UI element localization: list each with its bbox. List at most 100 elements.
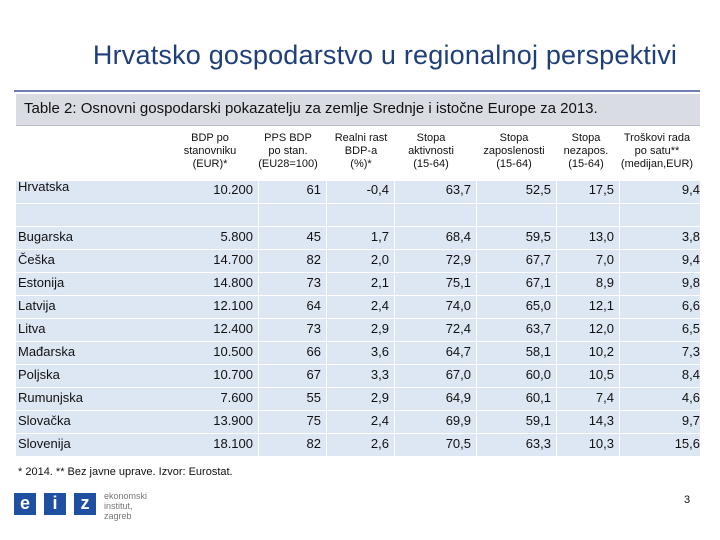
- table-cell: 10,5: [588, 367, 614, 382]
- table-cell: 4,6: [681, 390, 700, 405]
- table-cell: 55: [306, 390, 321, 405]
- column-divider: [394, 181, 395, 456]
- row-band: [16, 342, 700, 364]
- table-cell: 7,4: [595, 390, 614, 405]
- logo-text-line: zagreb: [104, 511, 132, 521]
- column-divider: [619, 181, 620, 456]
- country-name: Bugarska: [18, 229, 73, 244]
- column-header-line: (15-64): [568, 158, 604, 170]
- table-cell: 64,9: [445, 390, 471, 405]
- table-cell: 13,0: [588, 229, 614, 244]
- column-header: Stopa aktivnosti (15-64): [386, 132, 476, 171]
- table-cell: 61: [306, 182, 321, 197]
- table-cell: 52,5: [525, 182, 551, 197]
- table-cell: 65,0: [525, 298, 551, 313]
- table-cell: 75: [306, 413, 321, 428]
- row-band: [16, 388, 700, 410]
- table-cell: 17,5: [588, 182, 614, 197]
- table-cell: 10.200: [213, 182, 253, 197]
- table-cell: 18.100: [213, 436, 253, 451]
- table-cell: 64: [306, 298, 321, 313]
- table-cell: 63,3: [525, 436, 551, 451]
- row-band: [16, 319, 700, 341]
- table-cell: 1,7: [370, 229, 389, 244]
- column-header-line: po satu**: [634, 145, 680, 157]
- table-cell: 12.400: [213, 321, 253, 336]
- table-cell: 9,4: [681, 182, 700, 197]
- column-header-line: (15-64): [413, 158, 449, 170]
- table-cell: 60,1: [525, 390, 551, 405]
- table-row: Latvija 12.100 64 2,4 74,0 65,0 12,1 6,6: [0, 295, 720, 317]
- column-header-line: (%)*: [350, 158, 372, 170]
- column-header-line: BDP po: [191, 132, 229, 144]
- row-band: [16, 296, 700, 318]
- table-cell: 8,9: [595, 275, 614, 290]
- table-row: Bugarska 5.800 45 1,7 68,4 59,5 13,0 3,8: [0, 226, 720, 248]
- column-header: Troškovi rada po satu** (medijan,EUR): [612, 132, 702, 171]
- table-cell: 10,3: [588, 436, 614, 451]
- table-cell: 7,0: [595, 252, 614, 267]
- table-cell: 72,4: [445, 321, 471, 336]
- table-row: Slovenija 18.100 82 2,6 70,5 63,3 10,3 15,6: [0, 433, 720, 455]
- logo-text-line: ekonomski: [104, 491, 148, 501]
- table-cell: 8,4: [681, 367, 700, 382]
- table-cell: 69,9: [445, 413, 471, 428]
- table-cell: 67,7: [525, 252, 551, 267]
- country-name: Rumunjska: [18, 390, 84, 405]
- table-row: Mađarska 10.500 66 3,6 64,7 58,1 10,2 7,3: [0, 341, 720, 363]
- table-cell: 7.600: [220, 390, 253, 405]
- table-cell: 2,9: [370, 390, 389, 405]
- table-cell: 13.900: [213, 413, 253, 428]
- column-header: Stopa nezapos. (15-64): [541, 132, 631, 171]
- row-band: [16, 434, 700, 456]
- country-name: Poljska: [18, 367, 60, 382]
- country-name: Litva: [18, 321, 46, 336]
- table-row: Hrvatska 10.200 61 -0,4 63,7 52,5 17,5 9,4: [0, 179, 720, 201]
- column-divider: [476, 181, 477, 456]
- table-cell: -0,4: [366, 182, 389, 197]
- title-divider: [14, 90, 700, 92]
- table-cell: 2,0: [370, 252, 389, 267]
- column-header: PPS BDP po stan. (EU28=100): [243, 132, 333, 171]
- country-name: Latvija: [18, 298, 56, 313]
- table-cell: 3,6: [370, 344, 389, 359]
- table-cell: 10.500: [213, 344, 253, 359]
- table-cell: 64,7: [445, 344, 471, 359]
- country-name: Češka: [18, 252, 55, 267]
- table-cell: 82: [306, 436, 321, 451]
- column-header-line: (EUR)*: [192, 158, 228, 170]
- page-title: Hrvatsko gospodarstvo u regionalnoj pers…: [92, 40, 678, 70]
- table-row: Estonija 14.800 73 2,1 75,1 67,1 8,9 9,8: [0, 272, 720, 294]
- table-row: Rumunjska 7.600 55 2,9 64,9 60,1 7,4 4,6: [0, 387, 720, 409]
- column-header-line: (medijan,EUR): [620, 158, 694, 170]
- table-cell: 12.100: [213, 298, 253, 313]
- table-cell: 68,4: [445, 229, 471, 244]
- column-header-line: aktivnosti: [408, 145, 454, 157]
- table-cell: 7,3: [681, 344, 700, 359]
- table-cell: 2,4: [370, 413, 389, 428]
- column-header-line: PPS BDP: [264, 132, 312, 144]
- table-cell: 6,6: [681, 298, 700, 313]
- logo-letter-e: e: [14, 493, 36, 515]
- table-row: Litva 12.400 73 2,9 72,4 63,7 12,0 6,5: [0, 318, 720, 340]
- table-cell: 67,1: [525, 275, 551, 290]
- table-cell: 9,8: [681, 275, 700, 290]
- table-cell: 2,9: [370, 321, 389, 336]
- table-cell: 15,6: [674, 436, 700, 451]
- column-header-line: Stopa: [416, 132, 446, 144]
- column-header: Realni rast BDP-a (%)*: [316, 132, 406, 171]
- row-band: [16, 273, 700, 295]
- column-header-line: Stopa: [571, 132, 601, 144]
- country-name: Estonija: [18, 275, 65, 290]
- table-cell: 14,3: [588, 413, 614, 428]
- table-cell: 82: [306, 252, 321, 267]
- table-cell: 5.800: [220, 229, 253, 244]
- table-cell: 2,4: [370, 298, 389, 313]
- country-name: Slovačka: [18, 413, 71, 428]
- column-header-line: nezapos.: [563, 145, 609, 157]
- table-cell: 10,2: [588, 344, 614, 359]
- column-divider: [326, 181, 327, 456]
- row-band: [16, 181, 700, 203]
- page-number: 3: [684, 494, 691, 506]
- table-cell: 70,5: [445, 436, 471, 451]
